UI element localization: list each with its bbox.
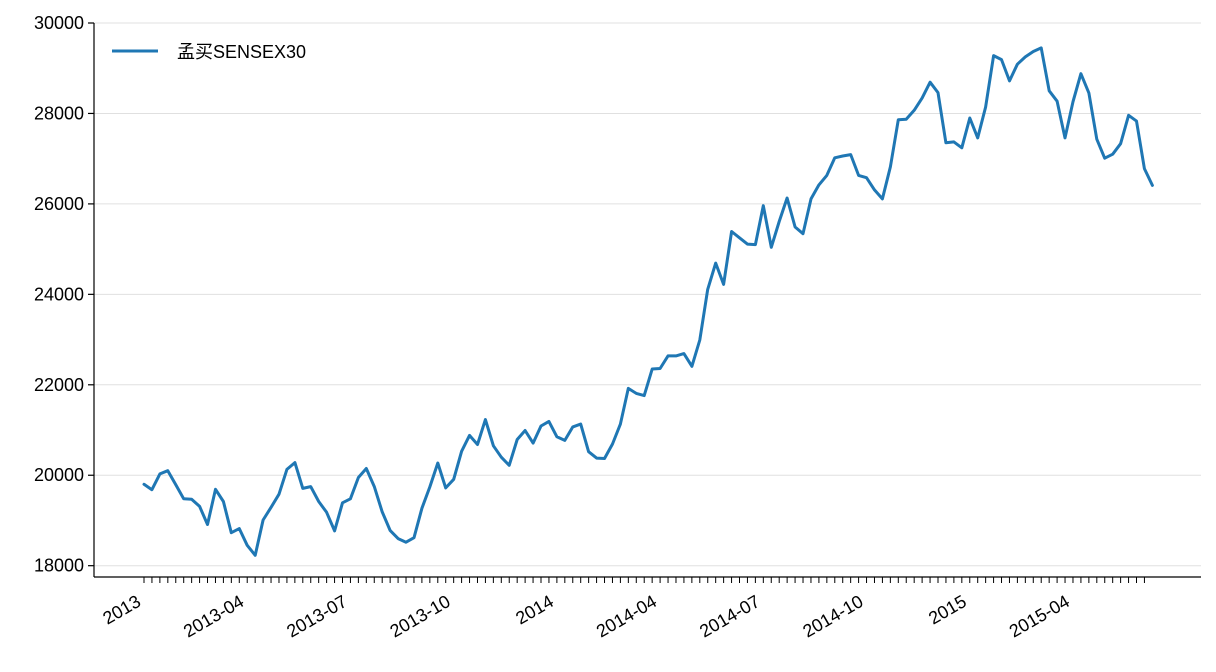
series-layer [142, 46, 1154, 557]
x-tick-label: 2015-04 [1006, 591, 1073, 641]
y-tick-label: 20000 [34, 465, 84, 485]
y-tick-label: 18000 [34, 556, 84, 576]
legend-label: 孟买SENSEX30 [177, 42, 306, 62]
x-tick-label: 2013-07 [283, 591, 350, 641]
x-tick-label: 2013-10 [386, 591, 453, 641]
x-tick-label: 2014-07 [696, 591, 763, 641]
grid-lines [94, 22, 1201, 567]
x-tick-label: 2014-10 [799, 591, 866, 641]
x-ticks: 2013 2013-04 2013-07 2013-10 2014 2014-04 2014… [99, 577, 1145, 641]
y-tick-label: 30000 [34, 13, 84, 33]
x-tick-label: 2014-04 [593, 591, 660, 641]
x-tick-label: 2013 [99, 591, 144, 628]
y-tick-label: 22000 [34, 375, 84, 395]
x-tick-label: 2013-04 [180, 591, 247, 641]
y-tick-label: 26000 [34, 194, 84, 214]
series-line [142, 46, 1154, 557]
y-tick-label: 24000 [34, 284, 84, 304]
legend: 孟买SENSEX30 [112, 42, 306, 62]
x-tick-label: 2014 [512, 591, 557, 628]
x-tick-label: 2015 [925, 591, 970, 628]
y-ticks: 18000 20000 22000 24000 26000 28000 30000 [34, 13, 94, 576]
y-tick-label: 28000 [34, 103, 84, 123]
axes [93, 23, 1201, 578]
